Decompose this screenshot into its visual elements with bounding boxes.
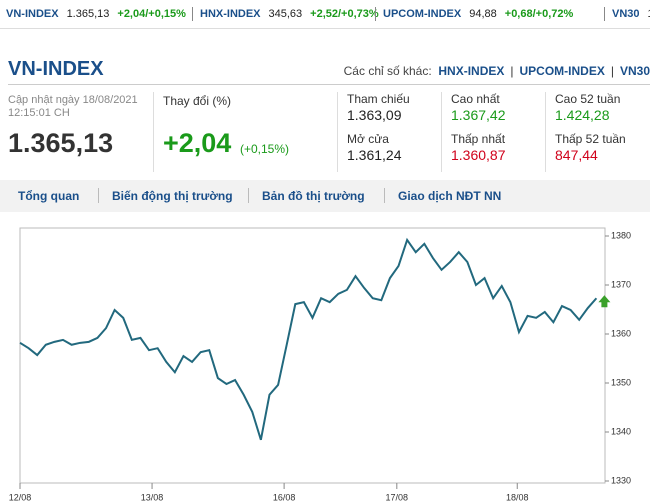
- separator: [98, 188, 99, 203]
- y-tick-label: 1340: [611, 426, 631, 436]
- separator: [384, 188, 385, 203]
- other-indexes: Các chỉ số khác: HNX-INDEX | UPCOM-INDEX | V…: [343, 64, 650, 78]
- other-link[interactable]: HNX-INDEX: [438, 64, 505, 78]
- stat-label: Tham chiếu: [347, 92, 410, 106]
- ticker-item[interactable]: VN30 1.49: [612, 8, 650, 20]
- ticker-name: VN-INDEX: [6, 8, 59, 20]
- stat-value: 1.424,28: [555, 107, 610, 123]
- ticker-value: 1.49: [648, 8, 650, 20]
- ticker-change: +2,52/+0,73%: [310, 8, 379, 20]
- tab[interactable]: Biến động thị trường: [112, 189, 233, 203]
- ticker-item[interactable]: HNX-INDEX 345,63 +2,52/+0,73%: [200, 8, 379, 20]
- ticker-name: VN30: [612, 8, 640, 20]
- x-tick-label: 12/08: [9, 492, 32, 502]
- ticker-bar: VN-INDEX 1.365,13 +2,04/+0,15% HNX-INDEX 345…: [0, 0, 650, 29]
- price-line: [19, 237, 598, 441]
- stat-label: Thấp 52 tuần: [555, 132, 626, 146]
- y-tick-label: 1380: [611, 230, 631, 240]
- divider: [8, 84, 650, 85]
- ticker-item[interactable]: VN-INDEX 1.365,13 +2,04/+0,15%: [6, 8, 186, 20]
- price: 1.365,13: [8, 128, 114, 158]
- stat-value: 847,44: [555, 147, 598, 163]
- separator: [248, 188, 249, 203]
- ticker-name: UPCOM-INDEX: [383, 8, 462, 20]
- change-label: Thay đổi (%): [163, 94, 232, 108]
- y-tick-label: 1370: [611, 279, 631, 289]
- separator: [545, 92, 546, 172]
- stat-value: 1.367,42: [451, 107, 506, 123]
- stat-value: 1.360,87: [451, 147, 506, 163]
- ticker-item[interactable]: UPCOM-INDEX 94,88 +0,68/+0,72%: [383, 8, 573, 20]
- ticker-name: HNX-INDEX: [200, 8, 261, 20]
- separator: [153, 92, 154, 172]
- separator: [192, 7, 193, 21]
- stat-label: Thấp nhất: [451, 132, 506, 146]
- x-tick-label: 16/08: [273, 492, 296, 502]
- updated: Cập nhật ngày 18/08/2021: [8, 94, 138, 106]
- stat-value: 1.361,24: [347, 147, 402, 163]
- tabs: Tổng quan Biến động thị trường Bản đồ thị …: [0, 180, 650, 212]
- change: +2,04: [163, 128, 232, 158]
- separator: [337, 92, 338, 172]
- plot-frame: [19, 227, 606, 484]
- ticker-value: 345,63: [268, 8, 303, 20]
- other-link[interactable]: UPCOM-INDEX: [519, 64, 605, 78]
- other-label: Các chỉ số khác:: [343, 64, 432, 78]
- up-arrow: [598, 295, 611, 308]
- tab[interactable]: Bản đồ thị trường: [262, 189, 365, 203]
- separator: [604, 7, 605, 21]
- y-tick-label: 1360: [611, 328, 631, 338]
- ticker-change: +0,68/+0,72%: [504, 8, 574, 20]
- y-tick-label: 1350: [611, 377, 631, 387]
- separator: [441, 92, 442, 172]
- stat-value: 1.363,09: [347, 107, 402, 123]
- stat-label: Cao nhất: [451, 92, 500, 106]
- other-link[interactable]: VN30: [619, 64, 650, 78]
- tab[interactable]: Tổng quan: [18, 189, 80, 203]
- chart: 1330 1340 1350 1360 1370 1380 12/08 13/08 16/08 1…: [9, 227, 631, 502]
- update-time: 12:15:01 CH: [8, 107, 70, 119]
- separator: [375, 7, 376, 21]
- x-tick-label: 13/08: [141, 492, 164, 502]
- ticker-value: 94,88: [469, 8, 497, 20]
- index-title: VN-INDEX: [8, 58, 104, 80]
- stat-label: Cao 52 tuần: [555, 92, 621, 106]
- ticker-change: +2,04/+0,15%: [117, 8, 186, 20]
- y-tick-label: 1330: [611, 475, 631, 485]
- ticker-value: 1.365,13: [66, 8, 110, 20]
- x-tick-label: 17/08: [386, 492, 409, 502]
- x-tick-label: 18/08: [506, 492, 529, 502]
- change-pct: (+0,15%): [240, 142, 290, 156]
- stat-label: Mở cửa: [347, 132, 389, 146]
- tab[interactable]: Giao dịch NĐT NN: [398, 189, 502, 203]
